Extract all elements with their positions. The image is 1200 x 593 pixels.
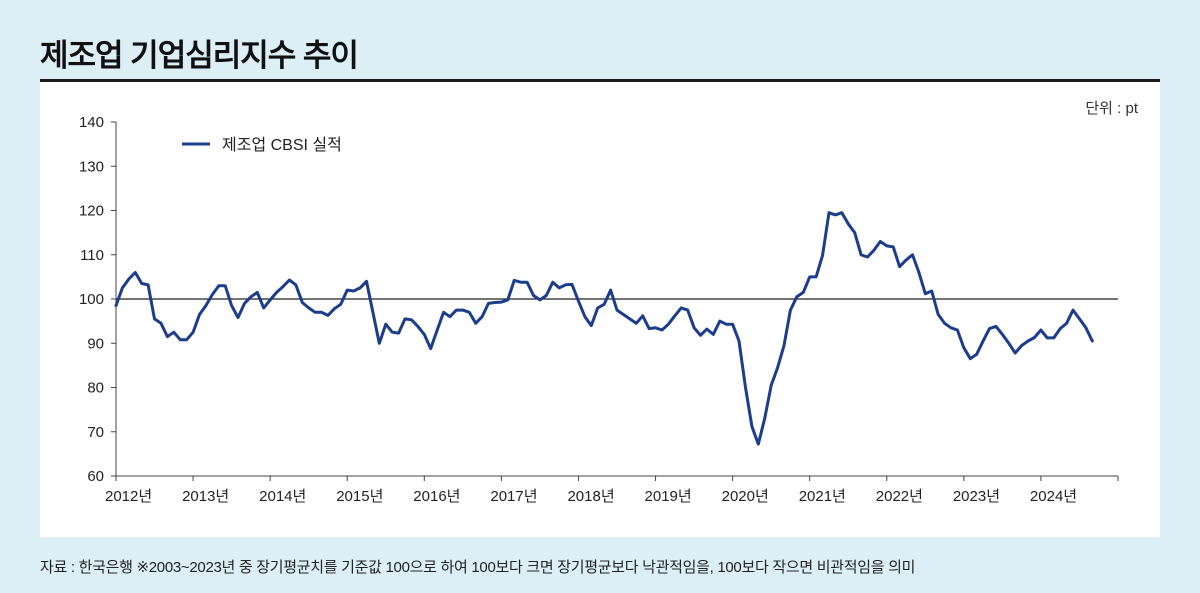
y-tick-label: 130 bbox=[79, 158, 104, 175]
x-tick-label: 2021년 bbox=[799, 488, 846, 505]
x-tick-label: 2023년 bbox=[953, 488, 1000, 505]
title-divider bbox=[40, 79, 1160, 82]
x-tick-label: 2012년 bbox=[105, 488, 152, 505]
unit-label: 단위 : pt bbox=[1085, 100, 1138, 117]
x-tick-label: 2024년 bbox=[1030, 488, 1077, 505]
x-tick-label: 2019년 bbox=[645, 488, 692, 505]
y-tick-label: 70 bbox=[87, 424, 104, 441]
y-tick-label: 80 bbox=[87, 380, 104, 397]
x-tick-label: 2013년 bbox=[182, 488, 229, 505]
y-tick-label: 100 bbox=[79, 291, 104, 308]
x-tick-label: 2017년 bbox=[490, 488, 537, 505]
y-tick-label: 140 bbox=[79, 114, 104, 131]
y-tick-label: 90 bbox=[87, 335, 104, 352]
chart-panel bbox=[40, 82, 1160, 537]
x-tick-label: 2015년 bbox=[336, 488, 383, 505]
x-tick-label: 2016년 bbox=[413, 488, 460, 505]
x-tick-label: 2020년 bbox=[722, 488, 769, 505]
y-tick-label: 120 bbox=[79, 203, 104, 220]
series-line-cbsi bbox=[114, 211, 1094, 446]
x-tick-label: 2022년 bbox=[876, 488, 923, 505]
y-tick-label: 60 bbox=[87, 468, 104, 485]
legend-label: 제조업 CBSI 실적 bbox=[222, 136, 342, 154]
y-tick-label: 110 bbox=[80, 247, 104, 264]
x-tick-label: 2018년 bbox=[567, 488, 614, 505]
x-tick-label: 2014년 bbox=[259, 488, 306, 505]
source-note: 자료 : 한국은행 ※2003~2023년 중 장기평균치를 기준값 100으로… bbox=[40, 559, 916, 576]
chart-title: 제조업 기업심리지수 추이 bbox=[40, 38, 359, 73]
